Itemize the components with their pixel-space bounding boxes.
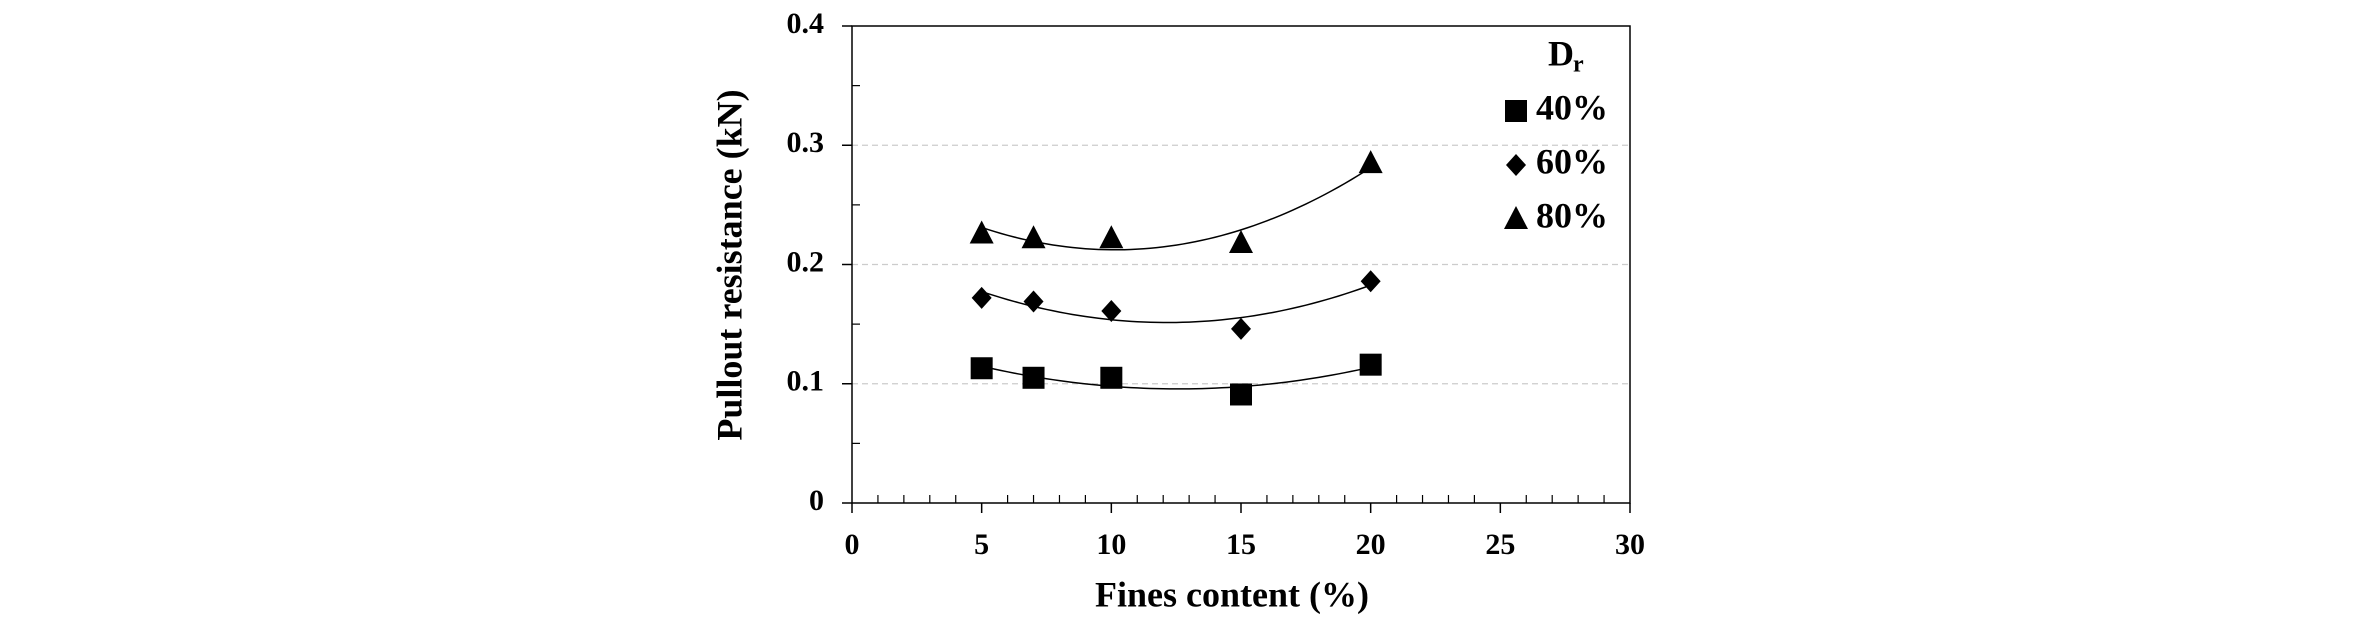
y-tick-label: 0.2 xyxy=(787,245,825,278)
legend-marker xyxy=(1505,100,1527,122)
trendline xyxy=(981,365,1371,390)
point xyxy=(1229,230,1253,254)
point xyxy=(1358,150,1383,174)
x-tick-label: 0 xyxy=(845,528,860,561)
legend-label: 40% xyxy=(1536,87,1608,127)
legend-label: 80% xyxy=(1536,195,1608,235)
point xyxy=(1099,225,1124,249)
legend-marker xyxy=(1504,206,1528,229)
point xyxy=(970,357,993,380)
x-tick-label: 10 xyxy=(1096,528,1126,561)
point xyxy=(1023,290,1044,313)
y-tick-label: 0 xyxy=(809,484,824,517)
point xyxy=(1100,366,1123,389)
x-tick-label: 15 xyxy=(1226,528,1256,561)
point xyxy=(969,220,994,244)
plot-frame xyxy=(851,25,1631,504)
x-axis-title: Fines content (%) xyxy=(1095,574,1369,614)
x-tick-label: 30 xyxy=(1615,528,1645,561)
legend-label: 60% xyxy=(1536,141,1608,181)
point xyxy=(1360,270,1381,293)
point xyxy=(1231,317,1251,340)
point xyxy=(1022,366,1045,389)
point xyxy=(1021,225,1046,249)
legend-title-sub: r xyxy=(1573,52,1584,78)
point xyxy=(1359,353,1382,376)
y-tick-label: 0.4 xyxy=(787,7,825,40)
trendline xyxy=(981,284,1371,324)
y-tick-label: 0.1 xyxy=(787,365,825,398)
x-tick-label: 5 xyxy=(974,528,989,561)
y-axis-title: Pullout resistance (kN) xyxy=(709,89,749,440)
point xyxy=(1230,383,1252,406)
x-tick-label: 20 xyxy=(1356,528,1386,561)
point xyxy=(1101,300,1122,323)
legend-marker xyxy=(1506,154,1526,176)
point xyxy=(971,286,992,309)
x-tick-label: 25 xyxy=(1485,528,1515,561)
trendline xyxy=(981,167,1372,251)
legend-title: D xyxy=(1548,33,1574,73)
y-tick-label: 0.3 xyxy=(787,126,825,159)
